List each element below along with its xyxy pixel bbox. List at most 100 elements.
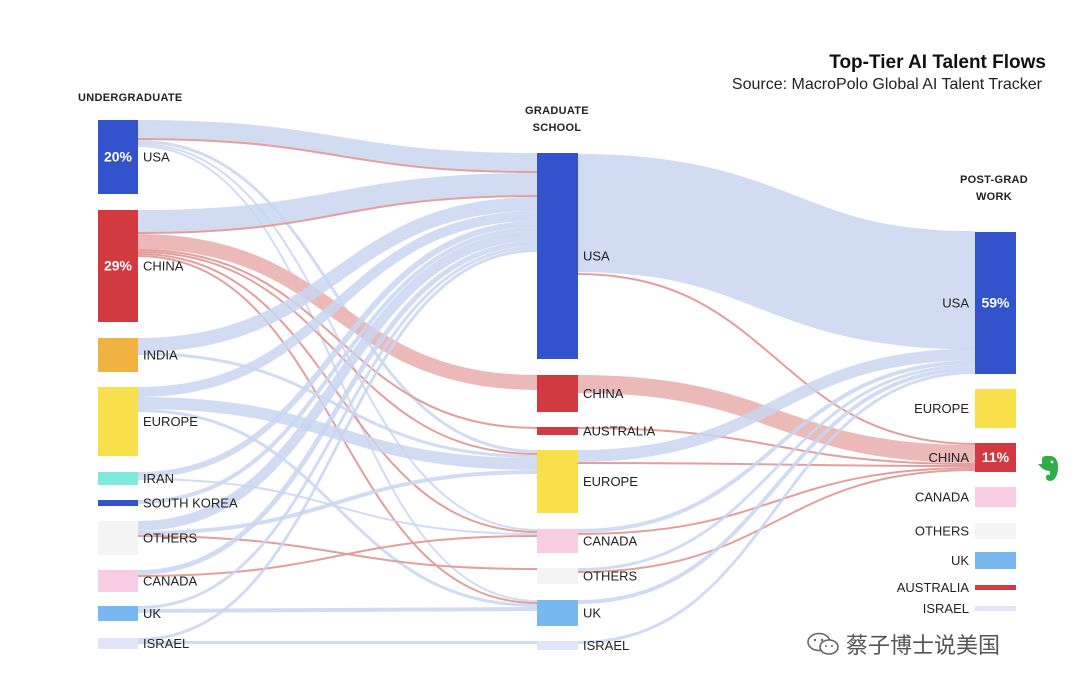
node-p_usa xyxy=(975,232,1016,374)
node-g_china xyxy=(537,375,578,412)
flow-u_india-to-g_usa-12 xyxy=(137,197,538,352)
stage-label-undergraduate: UNDERGRADUATE xyxy=(78,92,183,104)
node-g_israel xyxy=(537,641,578,650)
watermark: 蔡子博士说美国 xyxy=(806,628,1000,660)
flow-u_china-to-g_australia-8 xyxy=(137,249,538,429)
node-u_canada xyxy=(98,570,138,592)
node-label-u_israel: ISRAEL xyxy=(143,636,189,651)
node-label-g_usa: USA xyxy=(583,248,610,263)
chart-source: Source: MacroPolo Global AI Talent Track… xyxy=(731,76,1042,93)
node-label-g_others: OTHERS xyxy=(583,568,638,583)
node-label-g_canada: CANADA xyxy=(583,533,638,548)
node-label-p_china: CHINA xyxy=(929,450,970,465)
flow-u_skorea-to-g_usa-19 xyxy=(137,227,538,504)
node-p_china xyxy=(975,443,1016,472)
flow-u_europe-to-g_uk-16 xyxy=(137,409,538,607)
node-label-p_uk: UK xyxy=(951,553,969,568)
flow-u_iran-to-g_canada-18 xyxy=(137,478,538,535)
label-layer: USA 20% CHINA 29% INDIA EUROPE IRAN SOUTH KOREA… xyxy=(104,149,1010,653)
flow-g_usa-to-p_china-30 xyxy=(577,273,976,445)
flow-u_usa-to-g_europe-2 xyxy=(137,140,538,453)
node-g_uk xyxy=(537,600,578,626)
node-pct-u_usa: 20% xyxy=(104,149,133,165)
node-p_canada xyxy=(975,487,1016,507)
flow-u_uk-to-g_uk-26 xyxy=(137,607,538,613)
flow-u_europe-to-g_europe-15 xyxy=(137,397,538,470)
wechat-icon xyxy=(807,632,839,655)
flow-g_europe-to-p_china-34 xyxy=(577,462,976,467)
stage-label-graduate-line1: GRADUATE xyxy=(525,105,589,117)
flow-g_usa-to-p_usa-29 xyxy=(577,153,976,350)
node-u_others xyxy=(98,521,138,555)
flow-g_canada-to-p_china-36 xyxy=(577,467,976,535)
flow-u_others-to-g_usa-20 xyxy=(137,231,538,531)
flow-g_europe-to-p_usa-33 xyxy=(577,348,976,462)
node-label-g_australia: AUSTRALIA xyxy=(583,423,656,438)
node-pct-p_usa: 59% xyxy=(981,295,1010,311)
node-g_usa xyxy=(537,153,578,359)
flow-u_uk-to-g_usa-25 xyxy=(137,246,538,609)
chart-title: Top-Tier AI Talent Flows xyxy=(829,52,1046,73)
node-u_china xyxy=(98,210,138,322)
node-label-g_china: CHINA xyxy=(583,386,624,401)
node-u_iran xyxy=(98,472,138,485)
flow-g_others-to-p_china-38 xyxy=(577,469,976,573)
node-label-u_skorea: SOUTH KOREA xyxy=(143,495,238,510)
flow-u_china-to-g_usa-5 xyxy=(137,173,538,232)
flow-u_canada-to-g_usa-23 xyxy=(137,241,538,575)
node-p_others xyxy=(975,523,1016,539)
watermark-text: 蔡子博士说美国 xyxy=(846,633,1001,658)
node-label-g_israel: ISRAEL xyxy=(583,638,629,653)
node-g_europe xyxy=(537,450,578,513)
node-label-u_india: INDIA xyxy=(143,347,178,362)
flow-u_usa-to-g_usa-1 xyxy=(137,138,538,173)
node-label-p_israel: ISRAEL xyxy=(923,601,969,616)
flow-u_others-to-g_europe-21 xyxy=(137,470,538,535)
node-pct-p_china: 11% xyxy=(982,449,1010,465)
node-p_australia xyxy=(975,585,1016,590)
flow-g_others-to-p_usa-37 xyxy=(577,364,976,571)
node-layer xyxy=(98,120,1016,650)
flow-u_europe-to-g_usa-14 xyxy=(137,211,538,397)
node-u_skorea xyxy=(98,500,138,506)
node-pct-u_china: 29% xyxy=(104,258,133,274)
node-label-g_uk: UK xyxy=(583,605,601,620)
evernote-elephant-icon xyxy=(1038,456,1058,481)
node-label-u_uk: UK xyxy=(143,606,161,621)
node-u_uk xyxy=(98,606,138,621)
node-label-u_iran: IRAN xyxy=(143,471,174,486)
node-g_others xyxy=(537,568,578,584)
flow-u_iran-to-g_usa-17 xyxy=(137,221,538,478)
flow-u_usa-to-g_canada-3 xyxy=(137,143,538,531)
flow-u_usa-to-g_usa-0 xyxy=(137,120,538,171)
stage-label-graduate-line2: SCHOOL xyxy=(532,122,582,134)
flow-u_israel-to-g_usa-27 xyxy=(137,249,538,641)
node-label-g_europe: EUROPE xyxy=(583,474,638,489)
node-label-p_others: OTHERS xyxy=(915,523,970,538)
flow-g_canada-to-p_usa-35 xyxy=(577,360,976,533)
node-label-u_others: OTHERS xyxy=(143,530,198,545)
node-u_europe xyxy=(98,387,138,456)
node-label-u_china: CHINA xyxy=(143,258,184,273)
node-p_europe xyxy=(975,389,1016,428)
flow-u_canada-to-g_canada-24 xyxy=(137,535,538,577)
node-p_uk xyxy=(975,552,1016,569)
flow-u_china-to-g_canada-10 xyxy=(137,253,538,533)
node-u_india xyxy=(98,338,138,372)
flow-u_china-to-g_usa-6 xyxy=(137,195,538,234)
node-label-p_usa: USA xyxy=(942,295,969,310)
node-g_canada xyxy=(537,529,578,553)
node-label-u_europe: EUROPE xyxy=(143,414,198,429)
flow-layer xyxy=(137,120,976,645)
node-label-p_australia: AUSTRALIA xyxy=(897,580,970,595)
node-u_israel xyxy=(98,638,138,649)
node-u_usa xyxy=(98,120,138,194)
node-g_australia xyxy=(537,427,578,435)
stage-label-graduate: GRADUATE SCHOOL xyxy=(520,103,594,137)
node-p_israel xyxy=(975,606,1016,611)
flow-g_china-to-p_china-31 xyxy=(577,375,976,463)
flow-u_china-to-g_china-7 xyxy=(137,234,538,390)
node-label-p_europe: EUROPE xyxy=(914,401,969,416)
node-label-p_canada: CANADA xyxy=(915,489,970,504)
